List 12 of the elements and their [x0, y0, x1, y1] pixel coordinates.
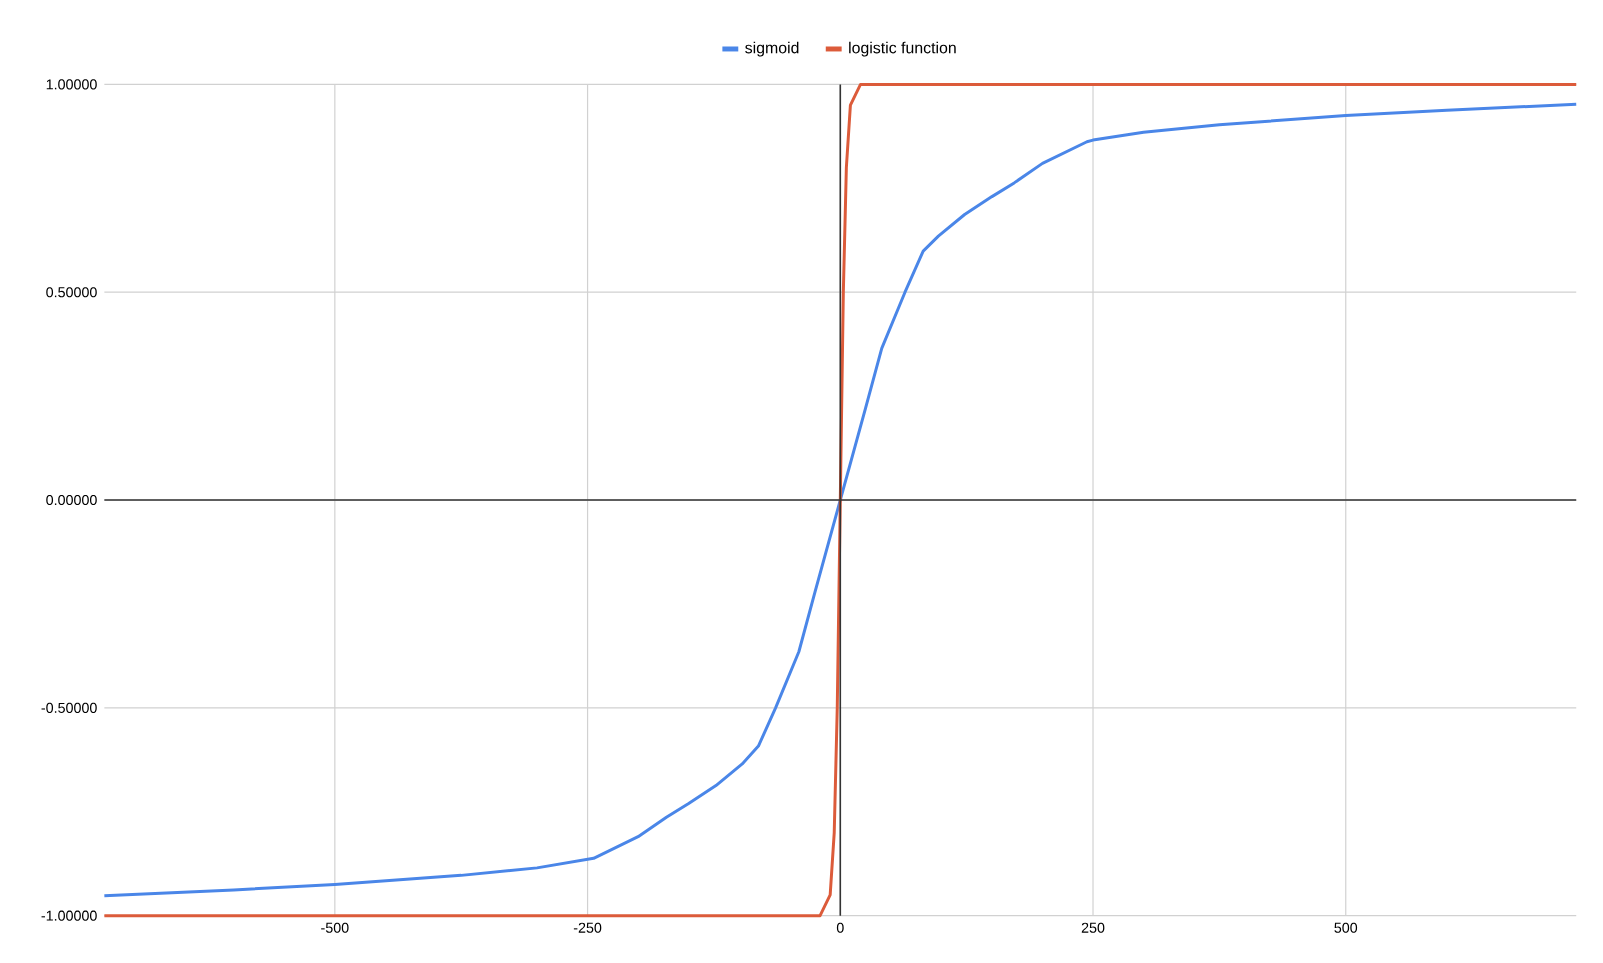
x-tick-label: 500 — [1334, 922, 1358, 933]
y-tick-label: 0.50000 — [46, 286, 97, 298]
x-tick-label: -500 — [321, 922, 349, 933]
y-tick-label: 0.00000 — [46, 494, 97, 505]
y-tick-label: 1.00000 — [46, 79, 97, 90]
legend-label: logistic function — [849, 41, 956, 57]
x-tick-label: -250 — [573, 922, 602, 933]
y-tick-label: -1.00000 — [41, 910, 97, 921]
legend-label: sigmoid — [745, 41, 799, 57]
y-tick-label: -0.50000 — [41, 702, 97, 713]
x-tick-label: 250 — [1081, 922, 1105, 933]
x-tick-label: 0 — [836, 922, 844, 933]
